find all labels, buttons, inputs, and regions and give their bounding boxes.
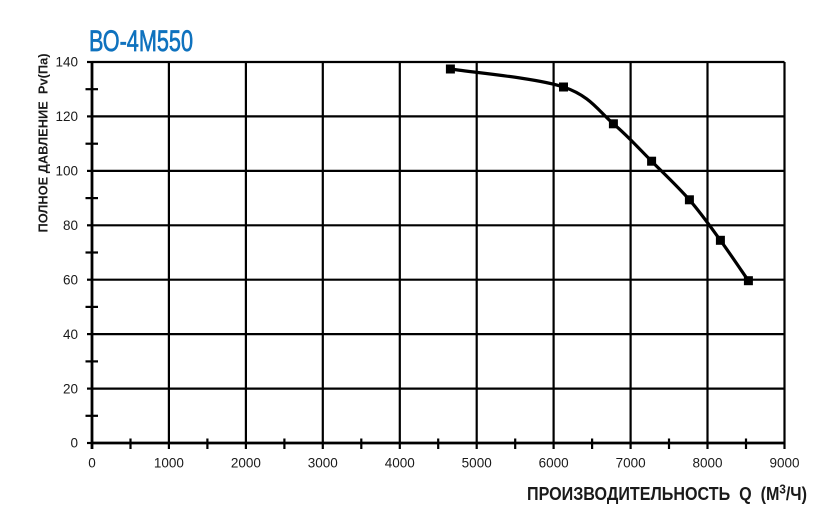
svg-text:80: 80 <box>63 218 78 233</box>
svg-text:1000: 1000 <box>154 455 184 470</box>
svg-text:ПОЛНОЕ ДАВЛЕНИЕ Pv(Па): ПОЛНОЕ ДАВЛЕНИЕ Pv(Па) <box>36 54 51 233</box>
svg-text:140: 140 <box>55 55 78 70</box>
svg-text:2000: 2000 <box>231 455 261 470</box>
svg-text:20: 20 <box>63 381 78 396</box>
svg-text:40: 40 <box>63 327 78 342</box>
svg-text:5000: 5000 <box>462 455 492 470</box>
svg-text:9000: 9000 <box>769 455 799 470</box>
svg-text:3000: 3000 <box>308 455 338 470</box>
svg-text:ПРОИЗВОДИТЕЛЬНОСТЬ Q (М3/Ч): ПРОИЗВОДИТЕЛЬНОСТЬ Q (М3/Ч) <box>527 482 807 505</box>
svg-text:6000: 6000 <box>539 455 569 470</box>
svg-text:60: 60 <box>63 272 78 287</box>
svg-text:100: 100 <box>55 164 78 179</box>
svg-text:0: 0 <box>88 455 96 470</box>
svg-text:ВО-4М550: ВО-4М550 <box>89 25 193 58</box>
svg-text:7000: 7000 <box>616 455 646 470</box>
svg-text:120: 120 <box>55 109 78 124</box>
svg-text:8000: 8000 <box>692 455 722 470</box>
svg-text:4000: 4000 <box>385 455 415 470</box>
svg-text:0: 0 <box>70 436 78 451</box>
